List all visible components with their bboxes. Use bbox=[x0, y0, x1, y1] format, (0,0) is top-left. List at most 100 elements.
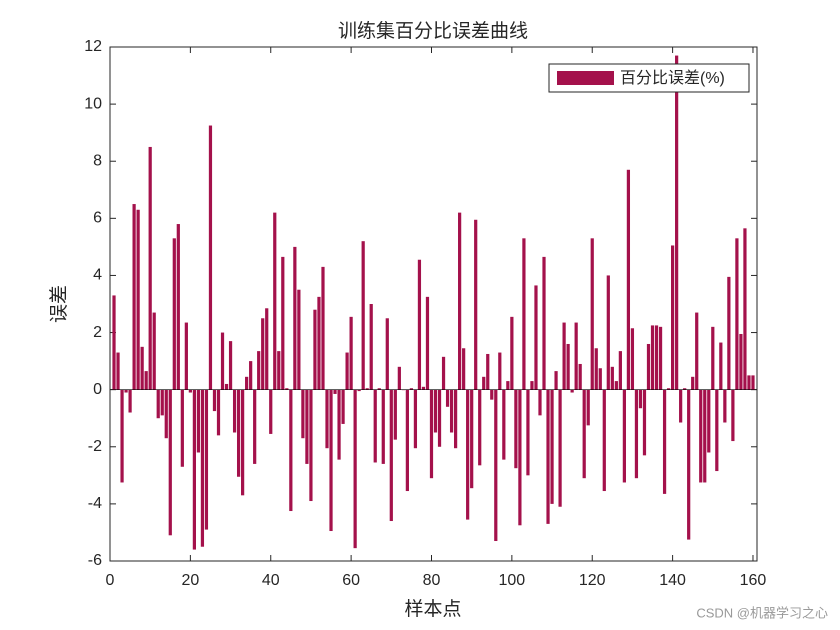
bar bbox=[598, 368, 602, 390]
y-tick-label: 2 bbox=[93, 324, 102, 341]
y-tick-label: 10 bbox=[84, 95, 102, 112]
bar bbox=[196, 389, 201, 453]
chart-title: 训练集百分比误差曲线 bbox=[338, 20, 528, 42]
x-tick-label: 20 bbox=[181, 572, 199, 589]
bar bbox=[727, 276, 731, 390]
bar bbox=[257, 351, 261, 390]
bar bbox=[409, 388, 414, 390]
bar bbox=[699, 389, 703, 483]
bar bbox=[297, 289, 301, 390]
bar bbox=[687, 389, 691, 540]
bar bbox=[506, 381, 510, 390]
bar bbox=[445, 389, 450, 407]
bar bbox=[482, 376, 486, 390]
bar bbox=[691, 376, 695, 390]
bar bbox=[590, 238, 594, 390]
bar bbox=[586, 389, 590, 426]
bar bbox=[602, 389, 606, 492]
bar bbox=[313, 309, 317, 390]
bar bbox=[188, 389, 192, 393]
x-tick-label: 160 bbox=[740, 572, 767, 589]
bar bbox=[168, 389, 172, 536]
bar bbox=[582, 389, 586, 479]
bar bbox=[530, 381, 534, 390]
bar bbox=[124, 389, 128, 393]
bar bbox=[236, 389, 241, 477]
bar bbox=[675, 55, 679, 390]
bar bbox=[570, 389, 574, 393]
bar bbox=[164, 389, 168, 439]
bar bbox=[614, 381, 618, 390]
x-axis-label: 样本点 bbox=[404, 598, 461, 620]
bar bbox=[321, 266, 325, 390]
bar bbox=[751, 375, 755, 390]
bar bbox=[309, 389, 313, 502]
bar bbox=[638, 389, 643, 409]
bar bbox=[405, 389, 409, 492]
bar bbox=[634, 389, 639, 479]
bar bbox=[333, 389, 337, 394]
bar bbox=[349, 316, 353, 390]
y-tick-label: 6 bbox=[93, 210, 102, 227]
bar bbox=[723, 389, 727, 423]
bar bbox=[261, 318, 265, 390]
bar bbox=[606, 275, 610, 390]
bar bbox=[630, 328, 635, 390]
bar bbox=[449, 389, 454, 433]
x-tick-label: 140 bbox=[659, 572, 686, 589]
bar bbox=[413, 389, 418, 449]
bar bbox=[176, 224, 180, 390]
bar bbox=[490, 389, 494, 400]
y-tick-label: 4 bbox=[93, 267, 102, 284]
bar bbox=[120, 389, 124, 483]
x-tick-label: 0 bbox=[106, 572, 115, 589]
bar bbox=[208, 125, 213, 390]
bar bbox=[265, 308, 269, 390]
bar bbox=[650, 325, 655, 390]
bar bbox=[683, 388, 687, 390]
bar bbox=[719, 342, 723, 390]
bar bbox=[357, 389, 361, 392]
bar bbox=[502, 389, 506, 460]
bar bbox=[662, 389, 667, 494]
bar bbox=[156, 389, 160, 419]
bar bbox=[228, 341, 233, 390]
y-tick-label: -6 bbox=[88, 552, 102, 569]
bar bbox=[514, 389, 518, 469]
bar bbox=[116, 352, 120, 390]
bar bbox=[453, 389, 458, 449]
bar bbox=[542, 256, 546, 390]
bar bbox=[429, 389, 434, 479]
bar bbox=[707, 389, 711, 453]
bar bbox=[715, 389, 719, 472]
bar bbox=[377, 388, 381, 390]
bar bbox=[289, 389, 293, 512]
x-tick-label: 100 bbox=[499, 572, 526, 589]
bar bbox=[365, 388, 369, 390]
bar bbox=[550, 389, 554, 504]
bar bbox=[224, 383, 229, 390]
bar bbox=[345, 352, 349, 390]
bar bbox=[558, 389, 562, 507]
bar bbox=[353, 389, 357, 549]
bar bbox=[747, 375, 751, 390]
bar bbox=[546, 389, 550, 524]
bar bbox=[293, 246, 297, 390]
bar bbox=[594, 348, 598, 390]
bar bbox=[658, 326, 663, 390]
bar bbox=[140, 346, 144, 390]
y-tick-label: -4 bbox=[88, 495, 102, 512]
bar bbox=[534, 285, 538, 390]
bar bbox=[253, 389, 257, 464]
bar bbox=[136, 209, 140, 390]
y-tick-label: 12 bbox=[84, 38, 102, 55]
plot-frame bbox=[109, 46, 758, 562]
bar bbox=[128, 389, 132, 413]
bar bbox=[642, 389, 647, 456]
bar bbox=[618, 351, 622, 390]
bar bbox=[148, 146, 152, 390]
bar bbox=[425, 296, 430, 390]
bar bbox=[216, 389, 221, 436]
bar bbox=[654, 325, 659, 390]
